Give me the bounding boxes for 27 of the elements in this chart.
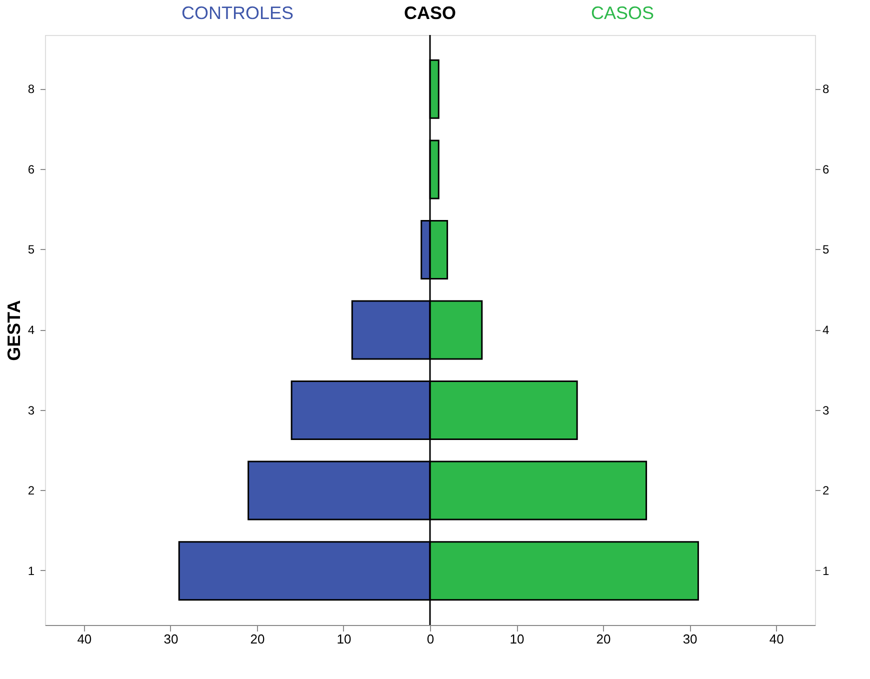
y-tick-label: 8 [822, 82, 830, 96]
category-label: 1 [28, 564, 34, 578]
y-tick-label: 1 [822, 564, 830, 578]
category-label: 5 [28, 242, 34, 257]
x-tick-label: 30 [164, 632, 178, 646]
y-tick-label: 6 [822, 162, 830, 176]
category-label: 3 [28, 403, 34, 418]
legend-title: CASO [404, 3, 456, 23]
category-label: 8 [28, 82, 34, 96]
y-tick-label: 3 [822, 403, 830, 418]
category-label: 2 [28, 484, 34, 498]
y-axis-title: GESTA [4, 300, 24, 361]
x-tick-label: 40 [77, 632, 92, 646]
x-tick-label: 10 [510, 632, 524, 646]
x-tick-label: 0 [426, 632, 434, 646]
y-tick-label: 2 [822, 484, 830, 498]
x-tick-label: 40 [769, 632, 784, 646]
text: CASOS [590, 3, 654, 23]
x-tick-label: 20 [596, 632, 611, 646]
y-tick-label: 4 [822, 323, 830, 337]
x-tick-label: 10 [336, 632, 352, 646]
category-label: 4 [28, 323, 34, 337]
x-tick-label: 20 [250, 632, 265, 646]
x-tick-label: 30 [682, 632, 698, 646]
category-label: 6 [28, 162, 34, 176]
y-tick-label: 5 [822, 242, 830, 257]
text: CONTROLES [181, 3, 294, 23]
